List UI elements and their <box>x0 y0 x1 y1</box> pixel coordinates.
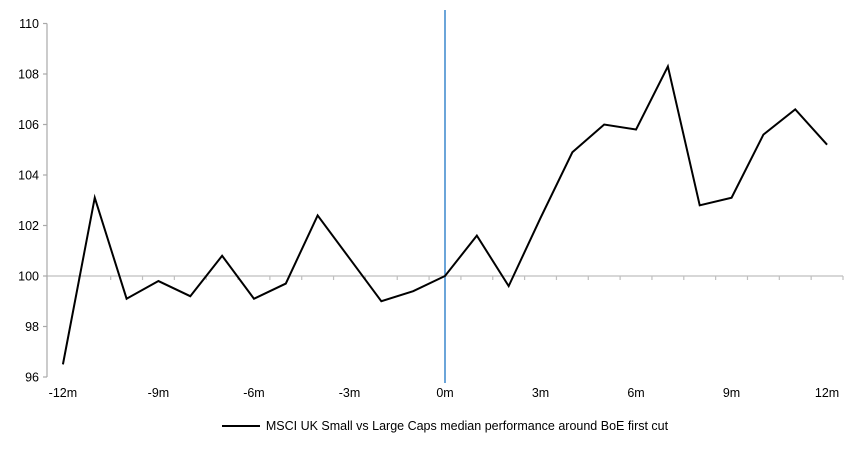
legend: MSCI UK Small vs Large Caps median perfo… <box>47 418 843 434</box>
y-tick-label: 102 <box>18 219 39 233</box>
legend-label: MSCI UK Small vs Large Caps median perfo… <box>265 419 669 433</box>
y-tick-label: 108 <box>18 68 39 82</box>
legend-line-sample <box>221 425 260 427</box>
y-tick-label: 104 <box>18 169 39 183</box>
x-tick-label: 12m <box>815 386 839 400</box>
x-tick-label: 0m <box>436 386 453 400</box>
y-tick-label: 110 <box>19 17 39 31</box>
x-tick-label: -12m <box>49 386 77 400</box>
x-tick-label: 6m <box>627 386 644 400</box>
y-tick-label: 106 <box>18 118 39 132</box>
x-tick-label: -3m <box>339 386 361 400</box>
x-tick-label: -9m <box>148 386 170 400</box>
x-tick-label: 3m <box>532 386 549 400</box>
y-tick-label: 96 <box>25 371 39 385</box>
x-tick-label: -6m <box>243 386 265 400</box>
y-tick-label: 98 <box>25 320 39 334</box>
series-line <box>61 63 828 365</box>
x-tick-label: 9m <box>723 386 740 400</box>
y-tick-label: 100 <box>18 270 39 284</box>
